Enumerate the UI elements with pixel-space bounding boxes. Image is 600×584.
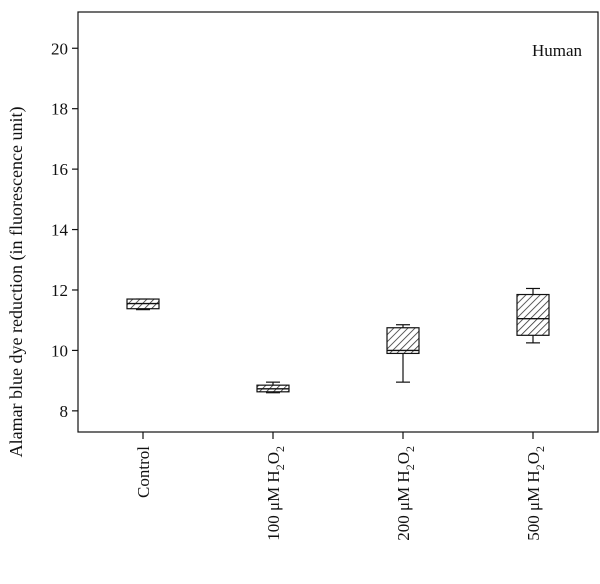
box-1 [126,298,160,311]
y-tick-label: 18 [51,100,68,119]
y-tick-label: 16 [51,160,68,179]
y-axis-title: Alamar blue dye reduction (in fluorescen… [6,107,27,458]
y-tick-label: 8 [60,402,69,421]
y-tick-label: 20 [51,39,68,58]
box-4 [516,287,550,344]
x-tick-label: 200 μM H2O2 [394,446,417,541]
box-2 [256,381,290,394]
chart-annotation: Human [532,41,583,60]
y-tick-label: 10 [51,341,68,360]
y-tick-label: 14 [51,221,69,240]
box-iqr [386,327,420,355]
y-tick-label: 12 [51,281,68,300]
x-tick-label: 100 μM H2O2 [264,446,287,541]
x-tick-label: 500 μM H2O2 [524,446,547,541]
x-tick-label: Control [134,446,153,498]
box-3 [386,324,420,383]
plot-frame [77,11,599,433]
box-iqr [516,293,550,336]
